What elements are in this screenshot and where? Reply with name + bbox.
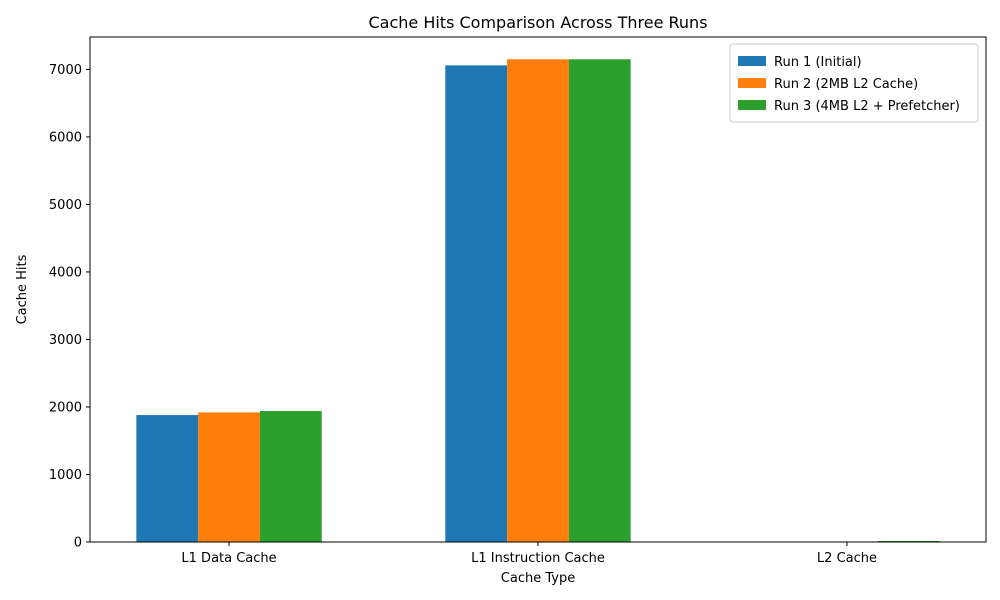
- legend-swatch: [738, 78, 766, 88]
- y-tick-label: 2000: [49, 400, 82, 415]
- y-axis-label: Cache Hits: [15, 254, 30, 324]
- x-tick-label: L1 Data Cache: [181, 551, 276, 566]
- bar-1-2: [445, 65, 508, 542]
- bar-2-2: [507, 59, 569, 542]
- bar-3-3: [877, 540, 940, 542]
- x-tick-label: L2 Cache: [817, 551, 877, 566]
- bar-3-1: [259, 411, 322, 542]
- bars-layer: [136, 59, 940, 542]
- legend-box: [729, 43, 979, 123]
- bar-2-1: [198, 412, 260, 542]
- axes-layer: 0 1000 2000 3000 4000 5000 6000 7000 L1 Data Cac…: [49, 36, 987, 566]
- legend-swatch: [738, 100, 766, 110]
- y-tick-label: 4000: [49, 265, 82, 280]
- x-tick-label: L1 Instruction Cache: [471, 551, 605, 566]
- legend: Run 1 (Initial) Run 2 (2MB L2 Cache) Run 3…: [729, 43, 979, 123]
- y-tick-label: 1000: [49, 468, 82, 483]
- legend-label: Run 1 (Initial): [774, 55, 862, 70]
- bar-3-2: [568, 59, 631, 542]
- y-tick-label: 0: [74, 536, 82, 551]
- legend-swatch: [738, 56, 766, 66]
- bar-1-1: [136, 415, 199, 542]
- chart-title: Cache Hits Comparison Across Three Runs: [368, 13, 707, 32]
- legend-label: Run 3 (4MB L2 + Prefetcher): [774, 99, 960, 114]
- y-tick-label: 6000: [49, 130, 82, 145]
- legend-label: Run 2 (2MB L2 Cache): [774, 77, 918, 92]
- y-tick-label: 3000: [49, 333, 82, 348]
- y-tick-label: 5000: [49, 198, 82, 213]
- y-tick-label: 7000: [49, 63, 82, 78]
- x-axis-label: Cache Type: [501, 571, 575, 586]
